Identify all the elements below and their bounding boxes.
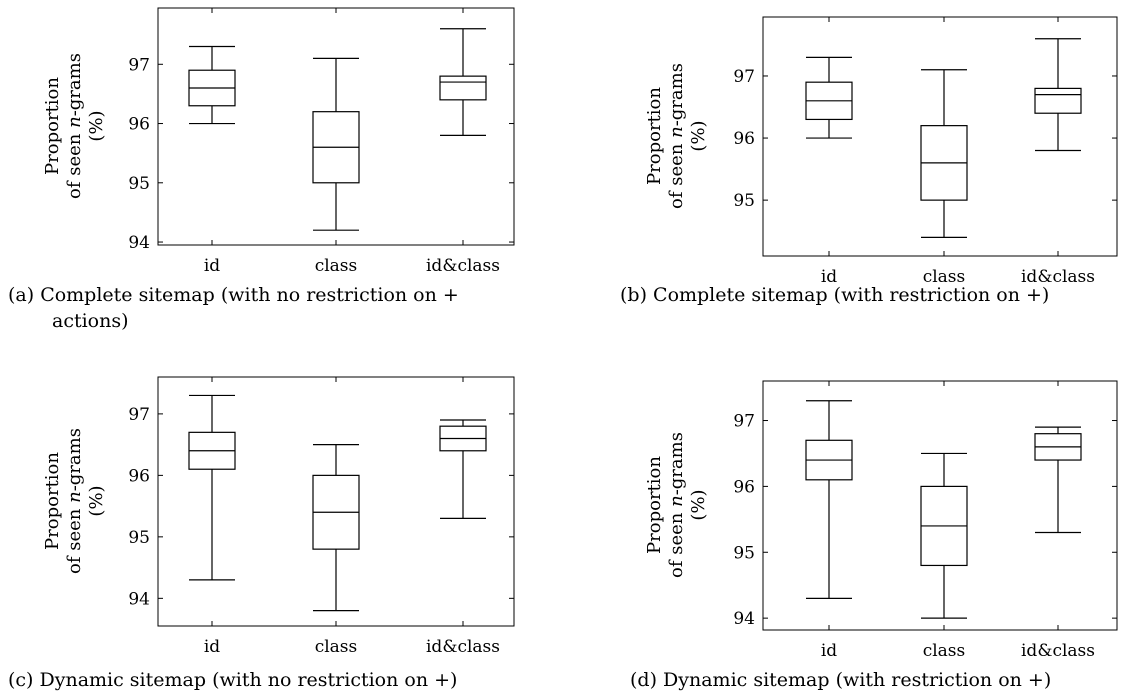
iqr-box (1034, 87, 1082, 114)
panel-caption: (c) Dynamic sitemap (with no restriction… (8, 669, 457, 691)
y-tick-label: 95 (733, 543, 755, 563)
y-axis-label: Proportionof seen n-grams(%) (644, 63, 709, 209)
chart-panel-a: 94 95 96 97 id class id&class Proportionof seen… (8, 7, 515, 332)
box-class (312, 444, 360, 612)
box-id (805, 400, 853, 599)
y-axis-label-line: of seen n-grams (666, 63, 687, 209)
iqr-box (439, 75, 487, 101)
box-id (805, 56, 853, 139)
x-tick-label: id&class (426, 256, 500, 276)
panel-caption: (d) Dynamic sitemap (with restriction on… (630, 669, 1051, 691)
box-class (920, 69, 968, 238)
chart-panel-d: 94 95 96 97 id class id&class Proportionof seen… (630, 380, 1118, 691)
panel-caption: (b) Complete sitemap (with restriction o… (620, 284, 1049, 306)
y-axis-label-line: Proportion (644, 87, 665, 185)
x-tick-label: class (923, 641, 966, 661)
y-axis-label-line: of seen n-grams (666, 432, 687, 578)
panel-caption: actions) (52, 310, 129, 332)
y-axis-label-line: of seen n-grams (64, 428, 85, 574)
box-class (920, 452, 968, 619)
y-tick-label: 94 (733, 609, 755, 629)
x-tick-label: class (923, 267, 966, 287)
x-tick-label: class (315, 256, 358, 276)
box-id-and-class (1034, 426, 1082, 534)
y-tick-label: 96 (128, 115, 150, 135)
y-tick-label: 95 (128, 528, 150, 548)
y-tick-label: 94 (128, 233, 150, 253)
box-class (312, 57, 360, 231)
box-id-and-class (1034, 38, 1082, 152)
box-id (188, 45, 236, 125)
y-tick-label: 96 (733, 477, 755, 497)
chart-panel-c: 94 95 96 97 id class id&class Proportionof seen… (8, 376, 515, 691)
y-tick-label: 97 (733, 67, 755, 87)
y-axis-label-line: (%) (86, 110, 107, 141)
x-tick-label: id (821, 641, 837, 661)
y-tick-label: 96 (128, 466, 150, 486)
x-tick-label: id&class (1021, 267, 1095, 287)
y-tick-label: 97 (733, 412, 755, 432)
box-id (188, 394, 236, 581)
y-axis-label-line: (%) (688, 489, 709, 520)
x-tick-label: class (315, 637, 358, 657)
y-tick-label: 95 (733, 191, 755, 211)
plot-frame (762, 16, 1118, 257)
y-axis-label-line: of seen n-grams (64, 53, 85, 199)
y-axis-label-line: Proportion (42, 77, 63, 175)
y-axis-label-line: (%) (86, 485, 107, 516)
x-tick-label: id (821, 267, 837, 287)
plot-frame (762, 380, 1118, 631)
y-tick-label: 94 (128, 589, 150, 609)
y-tick-label: 95 (128, 174, 150, 194)
box-id-and-class (439, 28, 487, 136)
x-tick-label: id (204, 637, 220, 657)
y-axis-label-line: Proportion (644, 456, 665, 554)
y-axis-label: Proportionof seen n-grams(%) (644, 432, 709, 578)
panel-caption: (a) Complete sitemap (with no restrictio… (8, 284, 459, 306)
y-axis-label-line: (%) (688, 120, 709, 151)
y-axis-label-line: Proportion (42, 452, 63, 550)
y-tick-label: 97 (128, 405, 150, 425)
box-id-and-class (439, 419, 487, 520)
x-tick-label: id&class (426, 637, 500, 657)
x-tick-label: id&class (1021, 641, 1095, 661)
y-axis-label: Proportionof seen n-grams(%) (42, 53, 107, 199)
x-tick-label: id (204, 256, 220, 276)
y-tick-label: 97 (128, 55, 150, 75)
chart-panel-b: 95 96 97 id class id&class Proportionof seen n… (620, 16, 1118, 306)
y-axis-label: Proportionof seen n-grams(%) (42, 428, 107, 574)
y-tick-label: 96 (733, 129, 755, 149)
